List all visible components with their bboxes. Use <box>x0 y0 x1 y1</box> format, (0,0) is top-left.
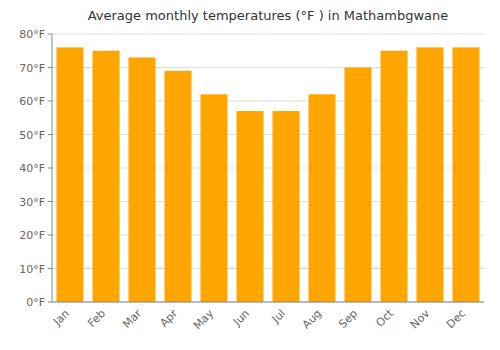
y-tick <box>48 302 52 303</box>
x-tick-label: Jun <box>230 307 252 329</box>
y-tick <box>48 134 52 135</box>
y-tick <box>48 34 52 35</box>
x-tick-label: Aug <box>300 307 324 331</box>
bar <box>237 111 264 302</box>
y-tick <box>48 168 52 169</box>
y-tick-label: 0°F <box>26 296 45 309</box>
x-tick-label: Feb <box>85 307 108 330</box>
grid <box>52 34 484 302</box>
y-axis-ticks: 0°F 10°F 20°F 30°F 40°F 50°F 60°F 70°F 80°F <box>19 28 52 309</box>
x-tick-label: Jan <box>50 307 72 329</box>
y-tick <box>48 235 52 236</box>
bar <box>201 94 228 302</box>
x-axis-line <box>52 302 484 303</box>
x-tick-label: May <box>191 307 217 333</box>
y-axis-line <box>52 34 53 302</box>
y-tick-label: 10°F <box>19 263 45 276</box>
y-tick-label: 40°F <box>19 162 45 175</box>
y-tick <box>48 101 52 102</box>
grid-line <box>52 302 484 303</box>
x-axis-ticks: Jan Feb Mar Apr May Jun Jul Aug Sep Oct Nov Dec <box>50 306 468 332</box>
bar <box>417 47 444 302</box>
bar <box>453 47 480 302</box>
bar <box>165 71 192 302</box>
y-tick-label: 50°F <box>19 129 45 142</box>
x-tick-label: Apr <box>157 307 180 330</box>
y-tick-label: 80°F <box>19 28 45 41</box>
bar <box>309 94 336 302</box>
y-tick <box>48 201 52 202</box>
y-tick-label: 30°F <box>19 196 45 209</box>
bars <box>57 47 480 302</box>
bar <box>93 51 120 302</box>
chart-container: Average monthly temperatures (°F ) in Ma… <box>0 0 500 350</box>
x-tick-label: Oct <box>373 306 396 329</box>
chart-title: Average monthly temperatures (°F ) in Ma… <box>88 8 449 23</box>
x-tick-label: Dec <box>444 307 468 331</box>
grid-line <box>52 34 484 35</box>
y-tick-label: 20°F <box>19 229 45 242</box>
y-tick-label: 70°F <box>19 62 45 75</box>
x-tick-label: Jul <box>269 307 288 326</box>
y-tick <box>48 268 52 269</box>
x-tick-label: Sep <box>336 307 360 331</box>
bar <box>381 51 408 302</box>
bar <box>57 47 84 302</box>
chart-svg: Average monthly temperatures (°F ) in Ma… <box>0 0 500 350</box>
bar <box>273 111 300 302</box>
y-tick-label: 60°F <box>19 95 45 108</box>
bar <box>345 68 372 303</box>
x-tick-label: Nov <box>408 307 433 332</box>
bar <box>129 57 156 302</box>
x-tick-label: Mar <box>120 307 144 331</box>
y-tick <box>48 67 52 68</box>
